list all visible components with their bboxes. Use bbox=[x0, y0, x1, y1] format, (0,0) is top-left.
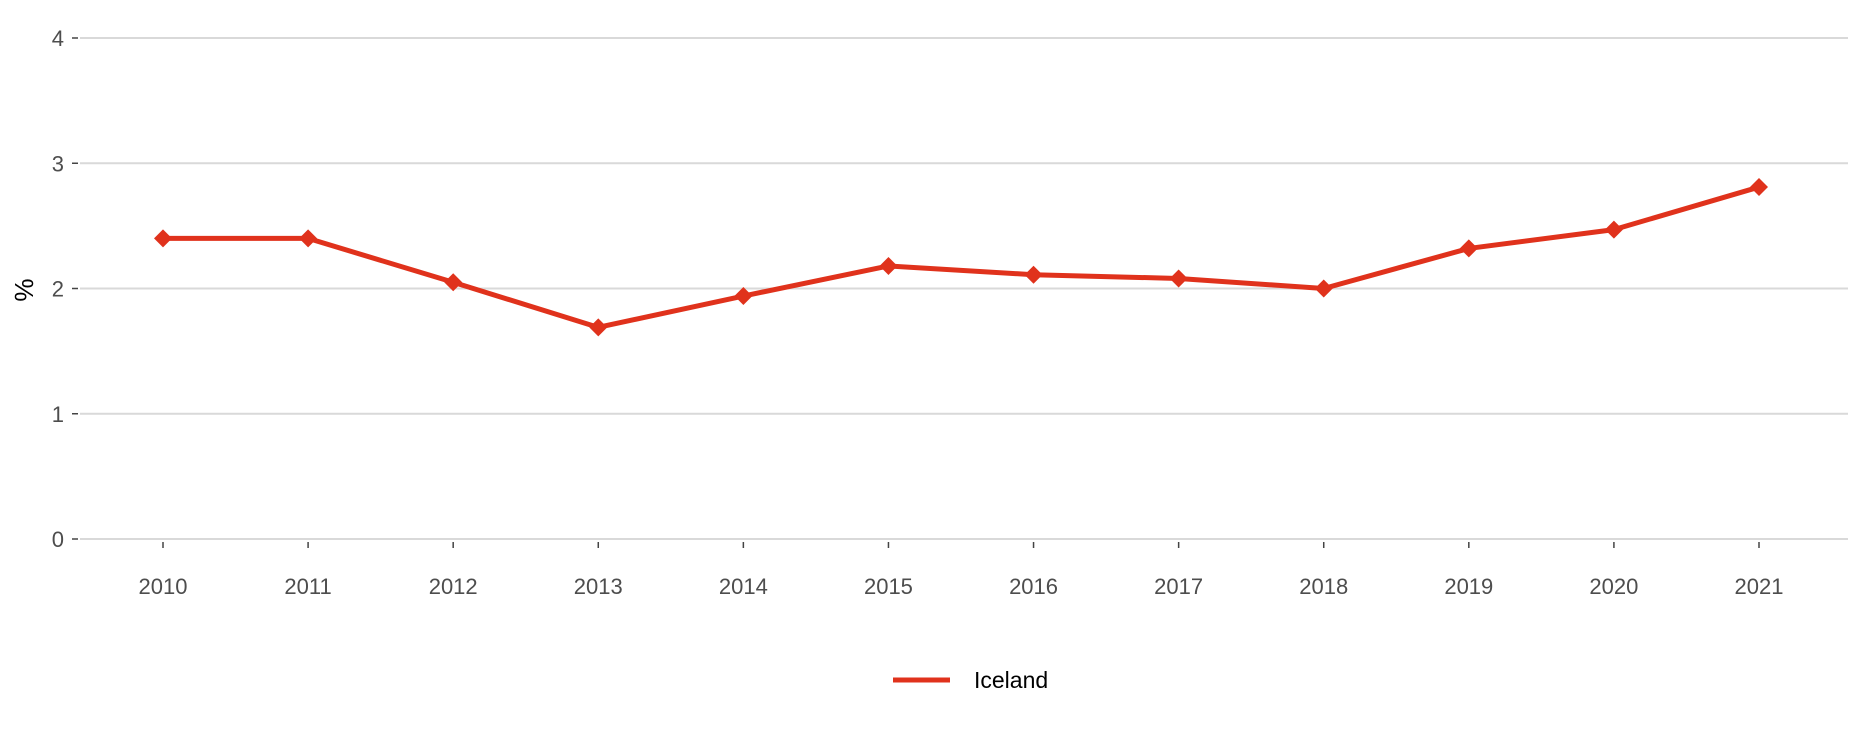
series-line-iceland bbox=[160, 184, 1762, 330]
data-point-2017 bbox=[1169, 269, 1188, 288]
y-tick-label: 4 bbox=[52, 26, 64, 51]
x-tick-label: 2017 bbox=[1154, 574, 1203, 599]
x-axis: 2010 2011 2012 2013 2014 2015 2016 2017 2018 2019… bbox=[139, 542, 1784, 599]
x-tick-label: 2013 bbox=[574, 574, 623, 599]
y-tick-label: 2 bbox=[52, 277, 64, 302]
legend-label-iceland: Iceland bbox=[974, 667, 1048, 693]
data-point-2020 bbox=[1604, 220, 1623, 239]
data-point-2019 bbox=[1459, 239, 1478, 258]
data-point-2016 bbox=[1024, 265, 1043, 284]
data-point-2013 bbox=[589, 318, 608, 337]
x-tick-label: 2018 bbox=[1299, 574, 1348, 599]
x-tick-label: 2016 bbox=[1009, 574, 1058, 599]
data-point-2010 bbox=[154, 229, 172, 248]
x-tick-label: 2020 bbox=[1589, 574, 1638, 599]
x-tick-label: 2010 bbox=[139, 574, 188, 599]
y-axis: 0 1 2 3 4 bbox=[52, 26, 78, 552]
x-tick-label: 2015 bbox=[864, 574, 913, 599]
data-point-2015 bbox=[879, 256, 898, 275]
x-tick-label: 2019 bbox=[1444, 574, 1493, 599]
y-tick-label: 3 bbox=[52, 151, 64, 176]
y-tick-label: 0 bbox=[52, 527, 64, 552]
data-point-2018 bbox=[1314, 279, 1333, 298]
data-point-2011 bbox=[299, 229, 318, 248]
x-tick-label: 2021 bbox=[1735, 574, 1784, 599]
series-layer bbox=[154, 178, 1768, 337]
x-tick-label: 2014 bbox=[719, 574, 768, 599]
data-point-2021 bbox=[1750, 178, 1768, 197]
data-point-2012 bbox=[444, 273, 463, 292]
legend: Iceland bbox=[893, 667, 1048, 693]
grid-lines bbox=[80, 37, 1848, 540]
x-tick-label: 2011 bbox=[284, 574, 331, 599]
y-axis-title: % bbox=[9, 278, 39, 301]
y-tick-label: 1 bbox=[52, 402, 64, 427]
x-tick-label: 2012 bbox=[429, 574, 478, 599]
data-point-2014 bbox=[734, 287, 753, 306]
